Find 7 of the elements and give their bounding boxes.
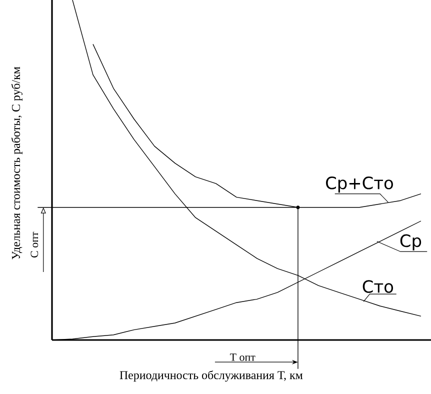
series-label: Ср+Сто	[326, 176, 393, 193]
ref-line-label: С опт	[30, 232, 38, 258]
x-axis-title: Периодичность обслуживания Т, км	[120, 370, 303, 382]
series-label: Ср	[400, 234, 422, 250]
text: Т опт	[230, 354, 256, 361]
y-axis-title: Удельная стоимость работы, С руб/км	[11, 66, 22, 260]
series-label: Сто	[362, 280, 394, 293]
